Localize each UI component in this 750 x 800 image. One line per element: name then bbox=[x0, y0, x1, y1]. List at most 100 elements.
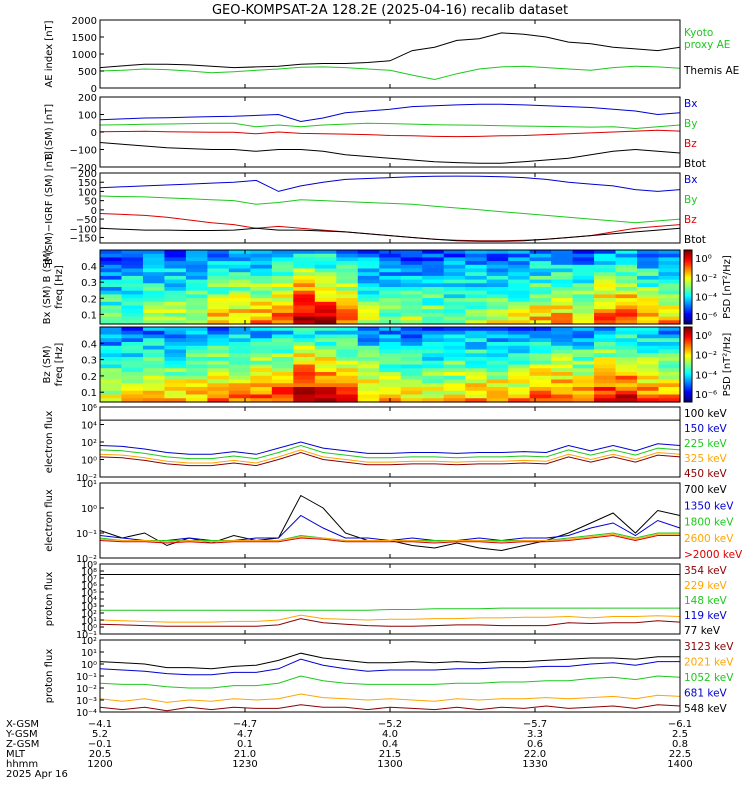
heatmap-cell bbox=[207, 279, 230, 284]
y-tick-label: 10⁶ bbox=[81, 403, 97, 414]
heatmap-cell bbox=[486, 383, 509, 388]
heatmap-cell bbox=[400, 298, 423, 303]
heatmap-cell bbox=[508, 334, 531, 339]
colorbar-label: PSD [nT²/Hz] bbox=[722, 255, 733, 319]
heatmap-cell bbox=[400, 283, 423, 288]
colorbar-segment bbox=[684, 257, 692, 260]
heatmap-cell bbox=[228, 383, 251, 388]
colorbar-segment bbox=[684, 332, 692, 336]
heatmap-cell bbox=[551, 375, 574, 381]
heatmap-cell bbox=[422, 253, 445, 258]
heatmap-cell bbox=[271, 279, 294, 284]
heatmap-cell bbox=[594, 268, 617, 273]
heatmap-cell bbox=[551, 283, 574, 288]
legend-entry: 548 keV bbox=[684, 703, 728, 715]
heatmap-cell bbox=[486, 290, 509, 295]
y-tick-label: −200 bbox=[70, 163, 97, 174]
heatmap-cell bbox=[658, 250, 681, 255]
heatmap-cell bbox=[228, 272, 251, 277]
heatmap-cell bbox=[658, 349, 681, 354]
footer-value: 0.8 bbox=[672, 739, 688, 750]
heatmap-cell bbox=[357, 301, 380, 307]
heatmap-cell bbox=[637, 383, 660, 388]
panel-6: 10⁶ 10⁴ 10² 10⁰ 10⁻² electron flux 100 keV 150 … bbox=[44, 403, 728, 484]
colorbar-frame bbox=[683, 249, 693, 325]
heatmap-cell bbox=[422, 320, 445, 325]
heatmap-cell bbox=[271, 268, 294, 273]
colorbar-segment bbox=[684, 327, 692, 330]
heatmap-cell bbox=[314, 272, 337, 277]
heatmap-cell bbox=[100, 298, 123, 303]
heatmap-cell bbox=[529, 327, 552, 332]
heatmap-cell bbox=[637, 360, 660, 366]
heatmap-cell bbox=[164, 342, 187, 347]
heatmap-cell bbox=[551, 320, 574, 325]
heatmap-cell bbox=[594, 305, 617, 310]
y-tick-label: 10⁷ bbox=[81, 574, 97, 585]
colorbar-segment bbox=[684, 340, 692, 343]
heatmap-cell bbox=[293, 372, 316, 377]
heatmap-cell bbox=[508, 338, 531, 343]
heatmap-cell bbox=[637, 357, 660, 362]
heatmap-cell bbox=[508, 372, 531, 377]
heatmap-cell bbox=[100, 290, 123, 295]
y-tick-label: 2000 bbox=[72, 16, 97, 27]
colorbar-segment bbox=[684, 298, 692, 301]
heatmap-cell bbox=[551, 398, 574, 403]
heatmap-cell bbox=[293, 375, 316, 381]
heatmap-cell bbox=[637, 261, 660, 266]
heatmap-cell bbox=[207, 353, 230, 358]
heatmap-cell bbox=[486, 387, 509, 392]
heatmap-cell bbox=[443, 298, 466, 303]
heatmap-cell bbox=[207, 261, 230, 266]
heatmap-cell bbox=[271, 353, 294, 358]
heatmap-cell bbox=[379, 379, 402, 384]
footer-value: 4.7 bbox=[237, 729, 253, 740]
heatmap-cell bbox=[422, 283, 445, 288]
heatmap-cell bbox=[336, 353, 359, 358]
heatmap-cell bbox=[594, 394, 617, 399]
colorbar-segment bbox=[684, 328, 692, 332]
heatmap-cell bbox=[164, 250, 187, 255]
heatmap-cell bbox=[572, 334, 595, 339]
heatmap-cell bbox=[164, 368, 187, 373]
y-tick-label: 10⁻² bbox=[76, 684, 97, 695]
heatmap-cell bbox=[658, 316, 681, 321]
colorbar-frame bbox=[683, 326, 693, 403]
heatmap-cell bbox=[357, 253, 380, 258]
heatmap-cell bbox=[207, 345, 230, 351]
heatmap-cell bbox=[207, 275, 230, 281]
colorbar-segment bbox=[684, 314, 692, 318]
heatmap-cell bbox=[379, 316, 402, 321]
heatmap-cell bbox=[594, 338, 617, 343]
heatmap-cell bbox=[100, 349, 123, 354]
heatmap-cell bbox=[185, 364, 209, 369]
heatmap-cell bbox=[314, 338, 337, 343]
heatmap-cell bbox=[551, 279, 574, 284]
heatmap-cell bbox=[594, 379, 617, 384]
y-tick-label: 0.1 bbox=[81, 310, 97, 321]
heatmap-cell bbox=[529, 387, 552, 392]
heatmap-cell bbox=[422, 305, 445, 310]
heatmap-cell bbox=[572, 349, 595, 354]
heatmap-cell bbox=[465, 330, 488, 336]
colorbar-segment bbox=[684, 253, 692, 257]
heatmap-cell bbox=[336, 390, 359, 396]
heatmap-cell bbox=[465, 398, 488, 403]
heatmap-cell bbox=[293, 253, 316, 258]
heatmap-cell bbox=[658, 357, 681, 362]
heatmap-cell bbox=[422, 342, 445, 347]
heatmap-cell bbox=[615, 353, 638, 358]
heatmap-cell bbox=[379, 338, 402, 343]
heatmap-cell bbox=[594, 275, 617, 281]
heatmap-cell bbox=[400, 372, 423, 377]
heatmap-cell bbox=[594, 283, 617, 288]
heatmap-cell bbox=[185, 349, 209, 354]
heatmap-cell bbox=[443, 334, 466, 339]
heatmap-cell bbox=[422, 387, 445, 392]
heatmap-cell bbox=[185, 390, 209, 396]
y-tick-label: 0.2 bbox=[81, 294, 97, 305]
colorbar-segment bbox=[684, 320, 692, 323]
heatmap-cell bbox=[422, 338, 445, 343]
